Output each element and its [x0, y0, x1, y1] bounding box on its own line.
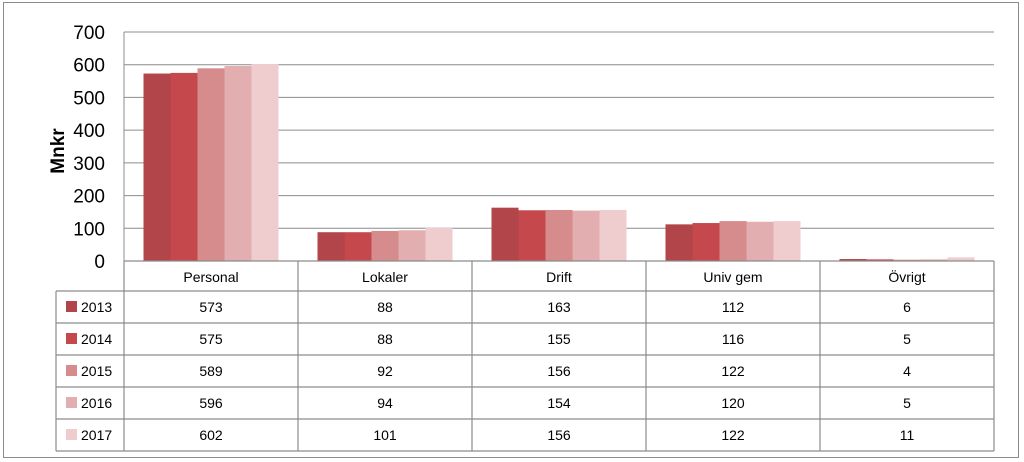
data-cell: 4 [903, 363, 911, 379]
bar [773, 221, 801, 261]
bar [344, 232, 372, 261]
y-tick-label: 100 [73, 219, 105, 240]
bar [719, 221, 747, 261]
data-cell: 575 [199, 331, 223, 347]
bar [866, 259, 894, 261]
data-cell: 101 [373, 427, 397, 443]
y-axis-label: Mnkr [48, 128, 69, 174]
bar [746, 221, 774, 261]
data-cell: 589 [199, 363, 223, 379]
legend-label: 2016 [81, 395, 112, 411]
legend-label: 2014 [81, 331, 112, 347]
bar-chart: Mnkr 0 100 200 300 400 500 600 700 Personal Lokal… [48, 23, 995, 452]
bar [491, 207, 519, 261]
bar [665, 224, 693, 261]
bar [251, 64, 279, 261]
y-tick-label: 300 [73, 154, 105, 175]
data-cell: 156 [547, 427, 571, 443]
y-tick-label: 600 [73, 56, 105, 77]
bar [599, 209, 627, 261]
bar [518, 210, 546, 261]
data-cell: 88 [377, 331, 393, 347]
legend-label: 2013 [81, 299, 112, 315]
bar [545, 209, 573, 261]
bar [197, 68, 225, 261]
bar [317, 232, 345, 261]
bar [839, 259, 867, 261]
data-cell: 156 [547, 363, 571, 379]
category-label: Personal [183, 269, 238, 285]
legend-label: 2015 [81, 363, 112, 379]
data-cell: 6 [903, 299, 911, 315]
category-label: Univ gem [703, 269, 762, 285]
data-cell: 155 [547, 331, 571, 347]
data-cell: 154 [547, 395, 571, 411]
data-cell: 122 [721, 427, 745, 443]
bar [398, 230, 426, 261]
bar [920, 259, 948, 261]
data-cell: 573 [199, 299, 223, 315]
data-cell: 122 [721, 363, 745, 379]
legend-swatch [66, 365, 77, 376]
y-tick-label: 500 [73, 88, 105, 109]
data-cell: 163 [547, 299, 571, 315]
data-cell: 88 [377, 299, 393, 315]
data-cell: 116 [722, 331, 745, 347]
bar [143, 73, 171, 261]
bar [947, 257, 975, 261]
legend-swatch [66, 301, 77, 312]
data-cell: 602 [199, 427, 223, 443]
y-tick-label: 200 [73, 187, 105, 208]
data-cell: 92 [377, 363, 393, 379]
y-tick-label: 0 [94, 252, 105, 273]
legend-swatch [66, 429, 77, 440]
data-cell: 5 [903, 331, 911, 347]
bar [572, 210, 600, 261]
data-cell: 11 [900, 427, 915, 443]
y-tick-label: 400 [73, 121, 105, 142]
bar [425, 227, 453, 261]
legend-label: 2017 [81, 427, 112, 443]
bar [170, 72, 198, 262]
bar [371, 230, 399, 261]
legend-swatch [66, 333, 77, 344]
data-cell: 5 [903, 395, 911, 411]
bar [224, 66, 252, 261]
legend-swatch [66, 397, 77, 408]
bar [893, 259, 921, 261]
chart-frame: Mnkr 0 100 200 300 400 500 600 700 Personal Lokal… [3, 2, 1019, 458]
category-label: Drift [546, 269, 572, 285]
bar [692, 223, 720, 261]
data-cell: 94 [377, 395, 393, 411]
data-cell: 596 [199, 395, 223, 411]
data-cell: 120 [721, 395, 745, 411]
category-label: Lokaler [362, 269, 408, 285]
category-label: Övrigt [888, 268, 925, 285]
data-cell: 112 [722, 299, 745, 315]
y-tick-label: 700 [73, 23, 105, 44]
